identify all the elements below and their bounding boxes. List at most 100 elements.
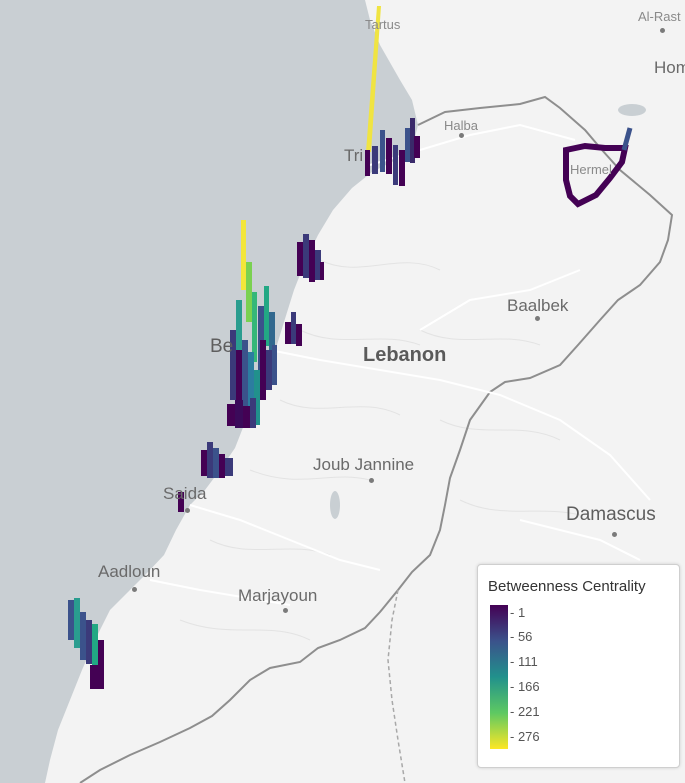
edge-bar xyxy=(219,454,225,478)
legend-title: Betweenness Centrality xyxy=(488,578,646,595)
place-label-baalbek: Baalbek xyxy=(507,296,569,315)
edge-bar xyxy=(90,665,104,689)
legend-tick-value: 111 xyxy=(517,654,538,669)
edge-bar xyxy=(315,250,321,280)
edge-bar xyxy=(405,128,410,162)
place-label-tartus: Tartus xyxy=(365,17,401,32)
edge-bar xyxy=(246,262,252,322)
edge-bar xyxy=(366,6,381,152)
edge-bar xyxy=(410,118,415,163)
city-dot xyxy=(132,587,137,592)
legend-tick: - 221 xyxy=(510,704,540,719)
edge-bar xyxy=(235,400,243,428)
place-label-joub-jannine: Joub Jannine xyxy=(313,455,415,474)
city-dot xyxy=(369,478,374,483)
legend-tick-value: 276 xyxy=(517,729,540,744)
lake-homs xyxy=(618,104,646,116)
edge-bar xyxy=(272,345,277,385)
edge-bar xyxy=(393,145,398,185)
edge-bar xyxy=(264,286,269,346)
edge-bar xyxy=(266,350,272,390)
edge-bar xyxy=(242,340,248,410)
place-label-homs: Hom xyxy=(654,58,685,77)
edge-bar xyxy=(98,640,104,674)
edge-bar xyxy=(241,220,246,290)
edge-bar xyxy=(372,146,378,174)
city-dot xyxy=(185,508,190,513)
country-label-lebanon: Lebanon xyxy=(363,344,447,366)
city-dot xyxy=(459,133,464,138)
edge-ring xyxy=(563,142,629,208)
legend-tick: - 111 xyxy=(510,654,538,669)
place-label-saida: Saida xyxy=(163,484,207,503)
edge-bar xyxy=(260,340,266,400)
place-label-tripoli: Tri xyxy=(344,146,364,165)
legend-tick-value: 56 xyxy=(517,629,533,644)
legend-tick: - 1 xyxy=(510,605,526,620)
edge-bar xyxy=(207,442,213,478)
legend-tick-value: 221 xyxy=(517,704,540,719)
network-cluster-batroun[interactable] xyxy=(297,234,324,282)
legend-color-bar xyxy=(490,605,508,749)
edge-bar xyxy=(227,404,235,426)
lake-qaraoun xyxy=(330,491,340,519)
edge-bar xyxy=(297,242,303,276)
edge-bar xyxy=(80,612,86,660)
city-dot xyxy=(660,28,665,33)
legend-tick: - 56 xyxy=(510,629,533,644)
edge-bar xyxy=(291,312,296,344)
legend-tick-value: 166 xyxy=(517,679,540,694)
place-label-beirut: Be xyxy=(210,336,234,357)
network-cluster-damour[interactable] xyxy=(201,442,233,478)
edge-bar xyxy=(213,448,219,478)
edge-bar xyxy=(201,450,207,476)
edge-bar xyxy=(248,352,254,422)
place-label-al-rastan: Al-Rast xyxy=(638,9,681,24)
edge-bar xyxy=(178,492,184,512)
place-label-marjayoun: Marjayoun xyxy=(238,586,318,605)
edge-bar xyxy=(414,136,420,158)
edge-bar xyxy=(92,624,98,670)
network-cluster-beirut[interactable] xyxy=(227,220,277,428)
edge-bar xyxy=(380,130,385,172)
network-cluster-tripoli[interactable] xyxy=(365,6,420,186)
edge-bar xyxy=(230,330,236,400)
city-dot xyxy=(612,532,617,537)
edge-bar xyxy=(386,138,392,174)
edge-bar xyxy=(225,458,233,476)
edge-bar xyxy=(296,324,302,346)
place-label-aadloun: Aadloun xyxy=(98,562,161,581)
edge-bar xyxy=(68,600,74,640)
edge-bar xyxy=(269,312,275,362)
edge-bar xyxy=(309,240,315,282)
edge-bar xyxy=(320,262,324,280)
network-cluster-jounieh[interactable] xyxy=(285,312,302,346)
city-dot xyxy=(283,608,288,613)
legend-tick: - 166 xyxy=(510,679,540,694)
edge-bar xyxy=(365,150,370,176)
place-label-damascus: Damascus xyxy=(566,504,656,525)
network-cluster-saida[interactable] xyxy=(178,492,184,512)
place-label-halba: Halba xyxy=(444,118,478,133)
edge-bar xyxy=(285,322,291,344)
edge-bar xyxy=(243,406,250,428)
edge-bar xyxy=(252,292,257,362)
network-cluster-hermel[interactable] xyxy=(563,127,633,208)
edge-bar xyxy=(399,150,405,186)
legend-panel: Betweenness Centrality - 1 - 56 - 111 - … xyxy=(477,564,680,768)
network-cluster-tyre[interactable] xyxy=(68,598,104,689)
legend-tick: - 276 xyxy=(510,729,540,744)
city-dot xyxy=(535,316,540,321)
edge-bar xyxy=(236,350,242,410)
place-label-hermel: Hermel xyxy=(570,162,612,177)
terrain-texture xyxy=(179,259,581,641)
edge-bar xyxy=(236,300,242,350)
edge-bar xyxy=(254,370,260,425)
mediterranean-sea xyxy=(0,0,418,783)
edge-bar xyxy=(86,620,92,664)
edge-bar xyxy=(74,598,80,648)
edge-bar xyxy=(621,127,633,151)
legend-tick-value: 1 xyxy=(517,605,526,620)
edge-bar xyxy=(250,398,256,428)
